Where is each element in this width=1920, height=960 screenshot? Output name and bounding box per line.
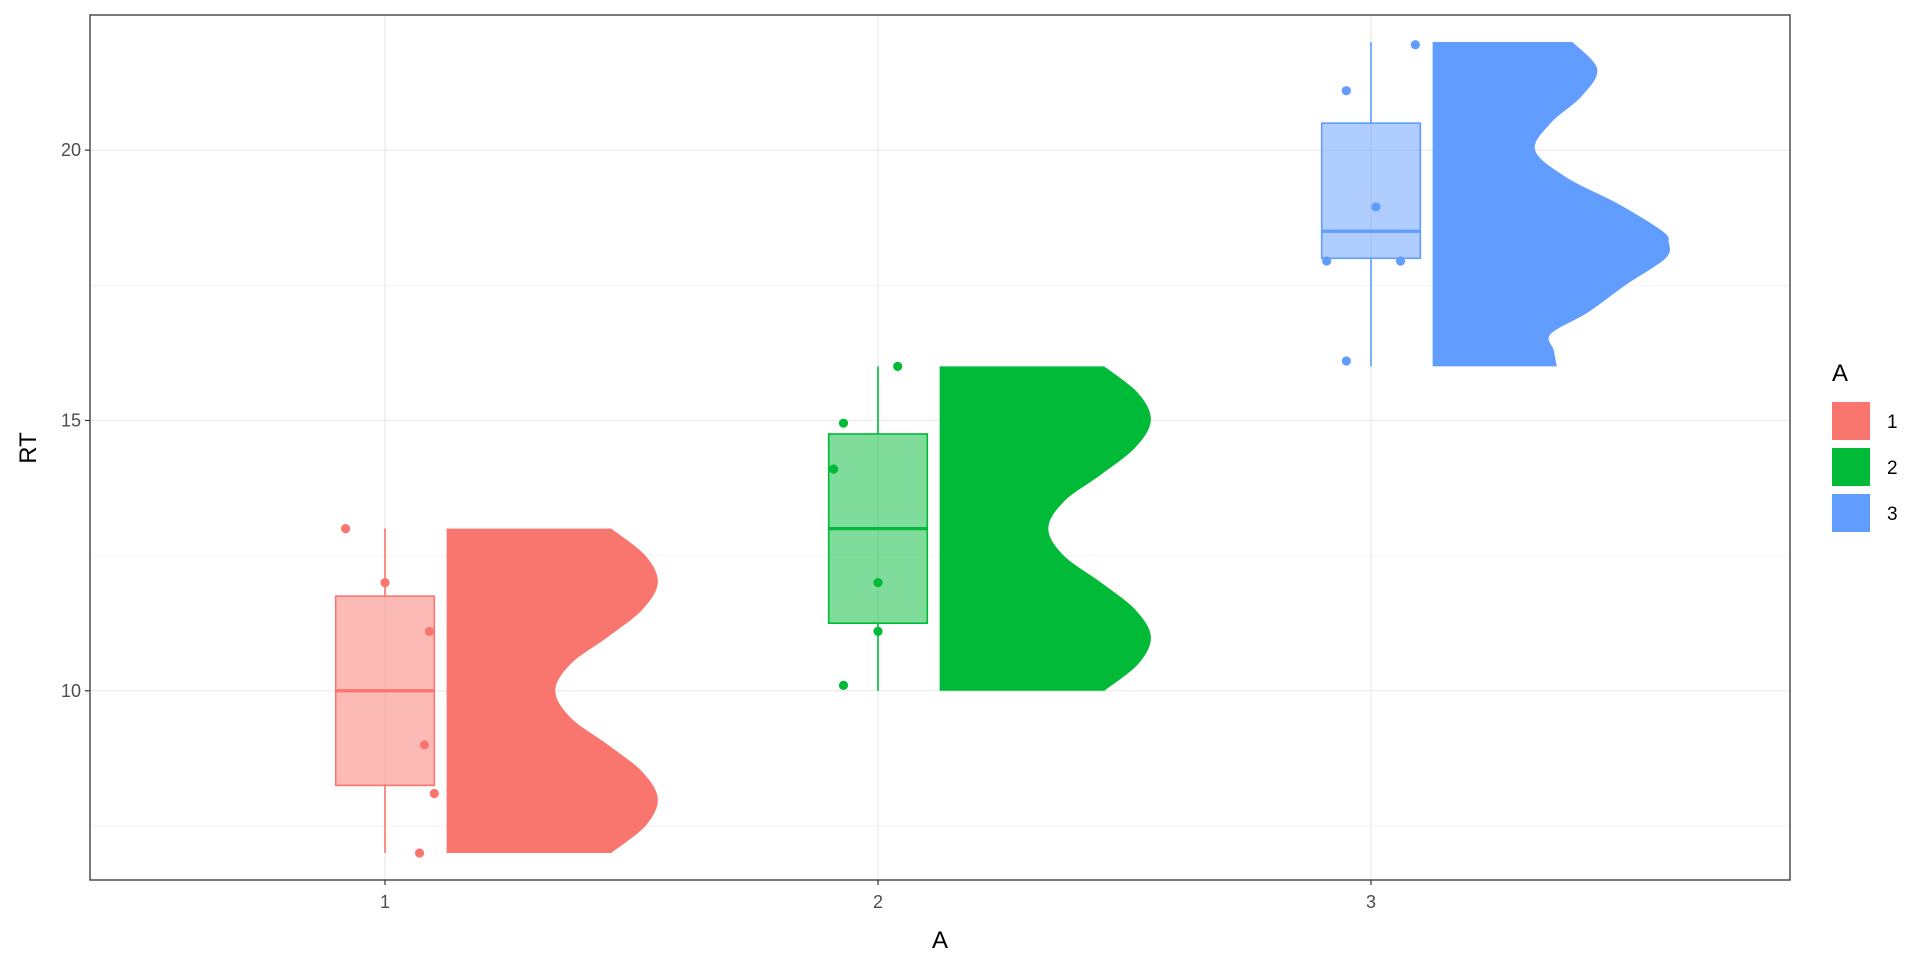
point-3-3 [1371, 202, 1381, 212]
point-1-2 [424, 626, 434, 636]
point-2-1 [873, 626, 883, 636]
y-axis: 10 15 20 [61, 140, 90, 701]
x-tick-label: 2 [873, 892, 883, 912]
legend-key-1 [1832, 402, 1870, 440]
point-2-3 [829, 464, 839, 474]
point-3-2 [1395, 256, 1406, 266]
legend-key-3 [1832, 494, 1870, 532]
point-2-2 [873, 578, 883, 588]
box-3 [1320, 122, 1422, 260]
density-1 [446, 528, 658, 853]
x-axis: 1 2 3 [380, 880, 1376, 912]
point-1-3 [419, 740, 430, 750]
group-3 [1320, 40, 1671, 367]
group-2 [827, 361, 1151, 691]
x-tick-label: 3 [1366, 892, 1376, 912]
point-1-1 [380, 578, 390, 588]
x-axis-title: A [932, 927, 948, 954]
legend-label-2: 2 [1887, 458, 1898, 479]
legend-label-3: 3 [1887, 504, 1898, 525]
point-1-4 [429, 788, 439, 799]
panel-border [89, 14, 1791, 881]
point-2-5 [893, 361, 903, 372]
point-3-0 [1341, 356, 1351, 366]
density-2 [939, 366, 1151, 691]
point-2-0 [838, 680, 849, 690]
y-tick-label: 20 [61, 140, 81, 160]
legend-title: A [1832, 360, 1848, 387]
legend: A 1 2 3 [1832, 360, 1898, 532]
group-1 [334, 523, 658, 858]
y-axis-title: RT [15, 432, 42, 464]
point-3-1 [1322, 256, 1332, 266]
legend-key-2 [1832, 448, 1870, 486]
point-3-4 [1341, 86, 1351, 96]
y-tick-label: 15 [61, 410, 81, 430]
point-2-4 [838, 418, 849, 428]
density-3 [1432, 42, 1671, 367]
data-layers [334, 40, 1671, 858]
point-1-0 [340, 523, 351, 534]
y-tick-label: 10 [61, 681, 81, 701]
point-3-5 [1410, 40, 1420, 50]
point-1-5 [414, 848, 425, 858]
legend-label-1: 1 [1887, 412, 1898, 433]
x-tick-label: 1 [380, 892, 390, 912]
